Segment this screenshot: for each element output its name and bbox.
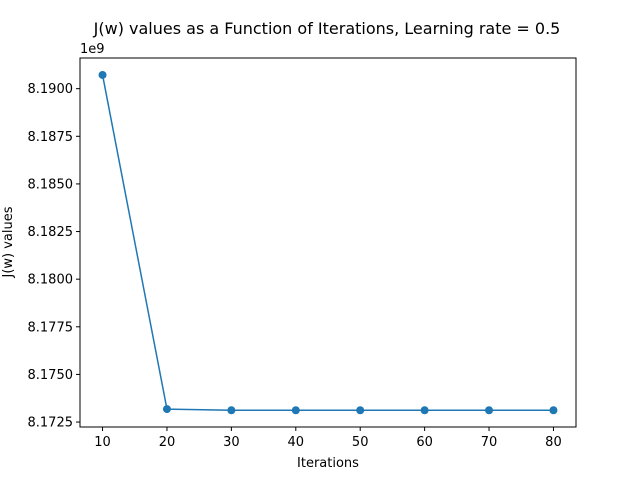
data-point — [549, 406, 558, 415]
x-tick-label: 30 — [223, 435, 240, 450]
y-tick-label: 8.1725 — [28, 416, 74, 431]
plot-area — [80, 58, 576, 427]
y-ticks: 8.1725 8.1750 8.1775 8.1800 8.1825 8.1850 8.18… — [28, 82, 80, 431]
data-point — [227, 406, 236, 415]
y-tick-label: 8.1775 — [28, 320, 74, 335]
data-point — [485, 406, 494, 415]
data-point — [420, 406, 429, 415]
x-tick-label: 70 — [481, 435, 498, 450]
y-tick-label: 8.1900 — [28, 82, 74, 97]
y-tick-label: 8.1750 — [28, 368, 74, 383]
x-tick-label: 80 — [545, 435, 562, 450]
y-tick-label: 8.1875 — [28, 130, 74, 145]
y-tick-label: 8.1800 — [28, 273, 74, 288]
plot-frame — [79, 57, 577, 428]
x-tick-label: 40 — [288, 435, 305, 450]
data-point — [98, 70, 107, 79]
chart-title: J(w) values as a Function of Iterations,… — [93, 19, 561, 38]
y-offset-label: 1e9 — [80, 42, 105, 57]
series-line — [101, 74, 554, 411]
x-tick-label: 50 — [352, 435, 369, 450]
y-tick-label: 8.1850 — [28, 177, 74, 192]
data-point — [162, 405, 171, 414]
data-point — [291, 406, 300, 415]
y-axis-label: J(w) values — [1, 206, 16, 278]
x-axis-label: Iterations — [297, 456, 359, 471]
series-layer — [98, 70, 558, 415]
x-tick-label: 20 — [159, 435, 176, 450]
x-tick-label: 10 — [94, 435, 111, 450]
y-tick-label: 8.1825 — [28, 225, 74, 240]
x-tick-label: 60 — [416, 435, 433, 450]
x-ticks: 10 20 30 40 50 60 70 80 — [94, 427, 562, 450]
data-point — [356, 406, 365, 415]
